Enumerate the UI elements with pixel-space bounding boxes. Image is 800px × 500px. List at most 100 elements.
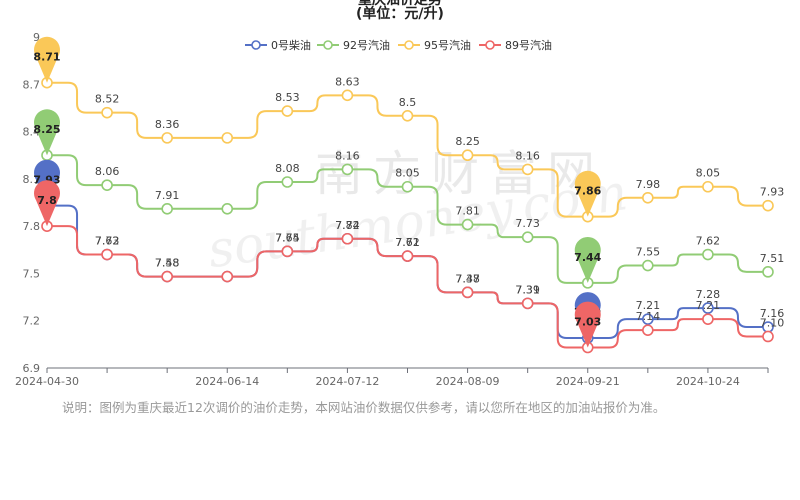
legend-label: 0号柴油 <box>271 38 311 52</box>
data-point <box>101 248 113 261</box>
x-tick-label: 2024-08-09 <box>436 375 500 388</box>
data-label: 7.39 <box>515 283 540 296</box>
series-3: 8.52 8.36 8.53 8.63 8.5 8.25 8.16 7.98 8.05 7.93 <box>41 75 785 223</box>
x-tick-label: 2024-04-30 <box>15 375 79 388</box>
legend-item-3[interactable]: 95号汽油 <box>398 38 471 52</box>
y-tick-label: 7.8 <box>23 220 41 233</box>
data-point <box>341 232 354 245</box>
data-point <box>702 248 714 261</box>
data-label: 7.38 <box>455 272 480 285</box>
pin-label: 7.03 <box>574 316 601 329</box>
series-line <box>47 225 768 349</box>
y-tick-label: 7.2 <box>23 315 41 328</box>
data-point <box>161 270 173 283</box>
data-point <box>341 163 354 176</box>
data-label: 7.21 <box>696 299 721 312</box>
chart-note: 说明：图例为重庆最近12次调价的油价走势，本网站油价数据仅供参考，请以您所在地区… <box>62 400 666 415</box>
data-point <box>642 259 654 272</box>
data-label: 7.73 <box>95 235 120 248</box>
pin-shape <box>574 236 601 283</box>
data-label: 7.84 <box>335 219 360 232</box>
data-point <box>161 132 173 144</box>
data-label: 8.05 <box>395 167 420 180</box>
data-label: 8.06 <box>95 165 120 178</box>
max-pin-2: 8.25 <box>33 109 61 156</box>
data-label: 7.62 <box>95 235 120 248</box>
data-point <box>702 180 714 193</box>
chart-title: 重庆油价走势 <box>358 0 442 8</box>
data-label: 7.72 <box>335 219 360 232</box>
y-tick-label: 7.5 <box>23 267 41 280</box>
data-label: 7.58 <box>155 257 180 270</box>
data-label: 8.05 <box>696 167 721 180</box>
data-label: 7.55 <box>636 246 661 259</box>
data-point <box>762 330 774 343</box>
data-point <box>401 110 414 122</box>
chart-subtitle: (单位：元/升) <box>356 5 444 22</box>
data-point <box>702 313 714 325</box>
data-point <box>521 231 534 243</box>
data-label: 7.10 <box>760 316 785 329</box>
data-label: 7.64 <box>275 231 300 244</box>
data-label: 7.16 <box>760 307 785 320</box>
data-point <box>101 179 113 191</box>
pin-label: 8.25 <box>33 123 60 136</box>
data-point <box>221 132 234 144</box>
x-tick-label: 2024-07-12 <box>315 375 379 388</box>
y-tick-label: 8.4 <box>23 126 41 139</box>
pin-shape <box>34 180 61 227</box>
pin-shape <box>34 36 60 83</box>
series-2: 8.06 7.91 8.08 8.16 8.05 7.81 7.73 7.55 7.62 7.51 <box>41 149 784 289</box>
data-point <box>221 203 234 215</box>
legend-label: 95号汽油 <box>424 38 471 52</box>
legend-marker <box>323 40 333 50</box>
data-point <box>642 191 654 204</box>
data-label: 7.72 <box>395 236 420 249</box>
pin-shape <box>574 170 601 217</box>
x-tick-label: 2024-09-21 <box>556 375 620 388</box>
data-label: 7.81 <box>455 205 480 218</box>
data-label: 7.48 <box>155 257 180 270</box>
legend-label: 89号汽油 <box>505 38 552 52</box>
data-point <box>642 324 654 336</box>
min-pin-4: 7.03 <box>574 301 601 348</box>
data-point <box>281 245 294 258</box>
data-point <box>702 302 714 314</box>
data-point <box>161 203 173 215</box>
legend-item-4[interactable]: 89号汽油 <box>479 38 552 52</box>
x-tick-label: 2024-10-24 <box>676 375 740 388</box>
data-label: 7.47 <box>455 272 480 285</box>
x-tick-label: 2024-06-14 <box>195 375 259 388</box>
y-tick-label: 8.7 <box>23 78 41 91</box>
legend-item-2[interactable]: 92号汽油 <box>317 38 390 52</box>
y-tick-label: 6.9 <box>23 362 41 375</box>
legend-marker <box>485 40 495 50</box>
data-point <box>281 176 294 188</box>
legend: 0号柴油 92号汽油 95号汽油 89号汽油 <box>245 38 552 52</box>
legend-marker <box>404 40 414 50</box>
pin-label: 7.44 <box>574 251 601 264</box>
data-label: 7.28 <box>696 288 721 301</box>
max-pin-3: 8.71 <box>33 36 61 83</box>
pin-shape <box>574 301 601 348</box>
data-label: 8.53 <box>275 91 300 104</box>
pin-label: 7.86 <box>574 185 601 198</box>
legend-item-1[interactable]: 0号柴油 <box>245 38 311 52</box>
data-point <box>461 286 474 299</box>
data-label: 7.62 <box>696 235 721 248</box>
data-point <box>401 250 414 262</box>
data-point <box>642 313 654 325</box>
data-label: 7.93 <box>760 186 785 199</box>
data-label: 8.16 <box>335 149 360 162</box>
min-pin-2: 7.44 <box>574 236 602 283</box>
legend-marker <box>251 40 261 50</box>
pin-shape <box>34 109 61 156</box>
data-label: 7.91 <box>155 189 180 202</box>
data-label: 8.36 <box>155 118 180 131</box>
data-label: 7.31 <box>515 283 540 296</box>
data-label: 7.14 <box>636 310 661 323</box>
data-label: 8.5 <box>399 96 417 109</box>
y-tick-label: 9 <box>33 31 40 44</box>
